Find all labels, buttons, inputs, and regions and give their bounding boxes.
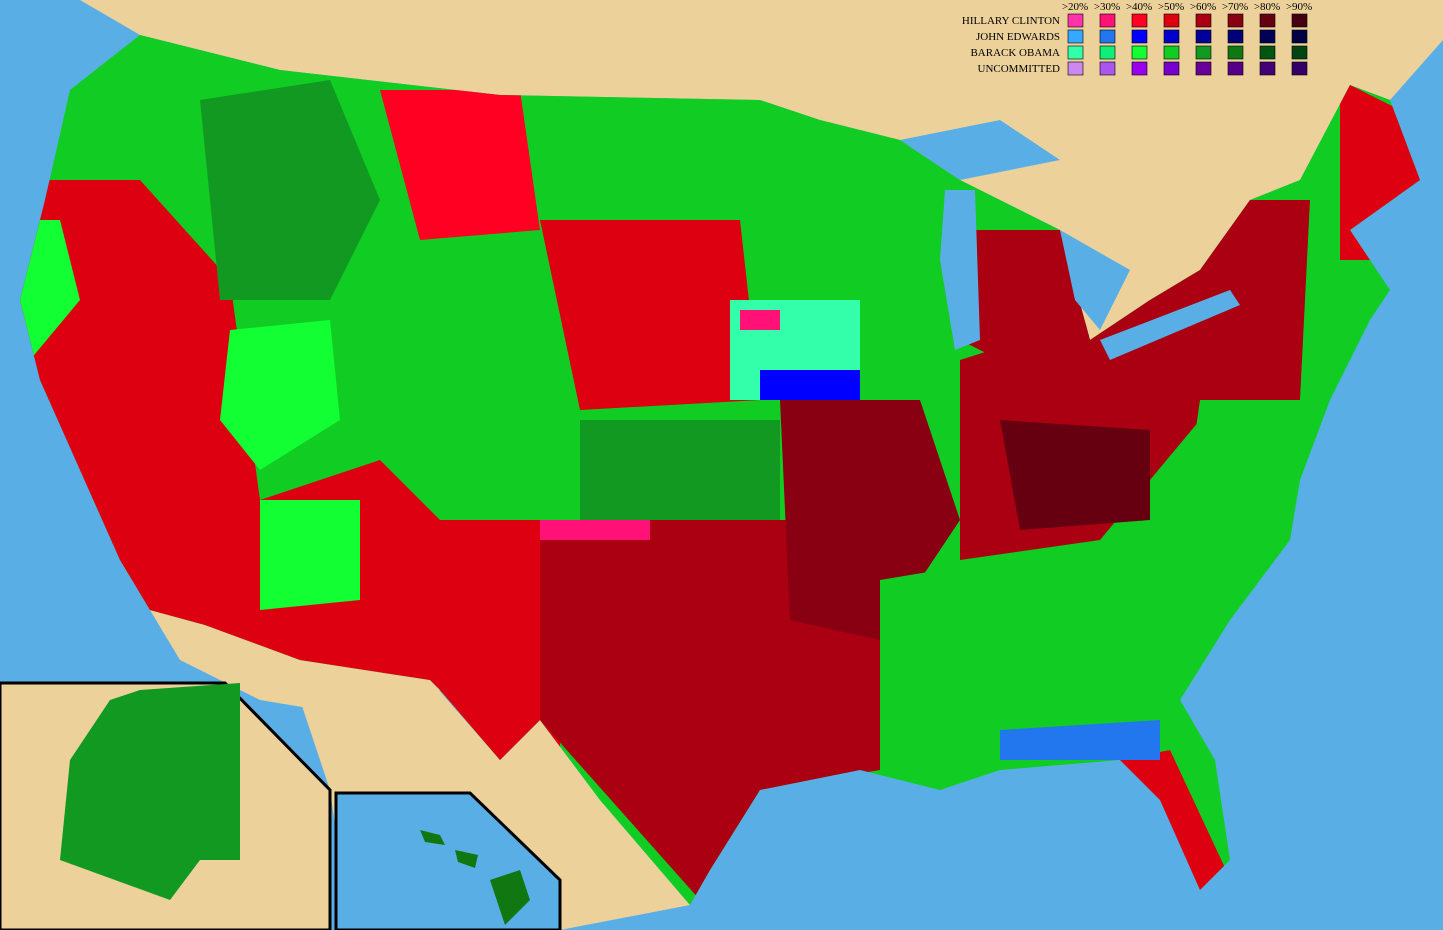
legend-name: HILLARY CLINTON xyxy=(962,15,1060,27)
region xyxy=(1000,720,1160,760)
legend-swatch xyxy=(1291,45,1308,60)
legend-threshold: >40% xyxy=(1126,1,1152,13)
legend-swatch xyxy=(1195,45,1212,60)
legend-swatch xyxy=(1131,45,1148,60)
region xyxy=(540,520,650,540)
region xyxy=(220,320,340,470)
legend-threshold: >80% xyxy=(1254,1,1280,13)
legend-threshold: >70% xyxy=(1222,1,1248,13)
legend-swatch xyxy=(1163,13,1180,28)
legend-threshold: >60% xyxy=(1190,1,1216,13)
lake-huron xyxy=(1060,230,1130,330)
lake-erie xyxy=(1100,290,1240,360)
alaska xyxy=(60,683,240,900)
legend-swatch xyxy=(1163,29,1180,44)
legend: >20% >30% >40% >50% >60% >70% >80% >90% HILLARY … xyxy=(962,1,1312,76)
legend-swatch xyxy=(1227,45,1244,60)
legend-swatch xyxy=(1067,61,1084,76)
legend-swatch xyxy=(1227,13,1244,28)
legend-swatch xyxy=(1131,61,1148,76)
region xyxy=(580,420,780,520)
legend-swatch xyxy=(1099,61,1116,76)
legend-swatch xyxy=(1099,13,1116,28)
legend-swatch xyxy=(1067,29,1084,44)
legend-swatch xyxy=(1259,13,1276,28)
legend-threshold: >90% xyxy=(1286,1,1312,13)
legend-swatch xyxy=(1259,61,1276,76)
region xyxy=(760,370,860,400)
region xyxy=(960,230,1090,360)
legend-swatch xyxy=(1195,61,1212,76)
legend-swatch xyxy=(1259,29,1276,44)
legend-threshold: >30% xyxy=(1094,1,1120,13)
legend-swatch xyxy=(1291,61,1308,76)
lake-michigan xyxy=(940,190,980,350)
legend-swatch xyxy=(1067,45,1084,60)
region xyxy=(1180,400,1300,540)
region xyxy=(260,500,360,610)
hawaii xyxy=(420,830,445,845)
legend-name: JOHN EDWARDS xyxy=(976,31,1060,43)
legend-swatch xyxy=(1259,45,1276,60)
legend-swatch xyxy=(1163,61,1180,76)
legend-swatch xyxy=(1195,29,1212,44)
region xyxy=(740,310,780,330)
legend-swatch xyxy=(1227,29,1244,44)
region xyxy=(1000,420,1150,530)
legend-name: BARACK OBAMA xyxy=(970,47,1060,59)
hawaii xyxy=(455,850,478,868)
region xyxy=(380,90,540,240)
lake-superior xyxy=(900,120,1060,180)
region xyxy=(20,220,80,360)
hawaii xyxy=(490,870,530,925)
legend-swatch xyxy=(1131,13,1148,28)
legend-swatch xyxy=(1099,45,1116,60)
legend-swatch xyxy=(1291,29,1308,44)
region xyxy=(880,560,1230,770)
legend-swatch xyxy=(1099,29,1116,44)
legend-swatch xyxy=(1131,29,1148,44)
region xyxy=(200,80,380,300)
legend-swatch xyxy=(1195,13,1212,28)
legend-name: UNCOMMITTED xyxy=(978,63,1061,75)
legend-swatch xyxy=(1067,13,1084,28)
legend-swatch xyxy=(1291,13,1308,28)
region xyxy=(540,220,760,410)
legend-swatch xyxy=(1227,61,1244,76)
legend-swatch xyxy=(1163,45,1180,60)
legend-threshold: >20% xyxy=(1062,1,1088,13)
legend-threshold: >50% xyxy=(1158,1,1184,13)
